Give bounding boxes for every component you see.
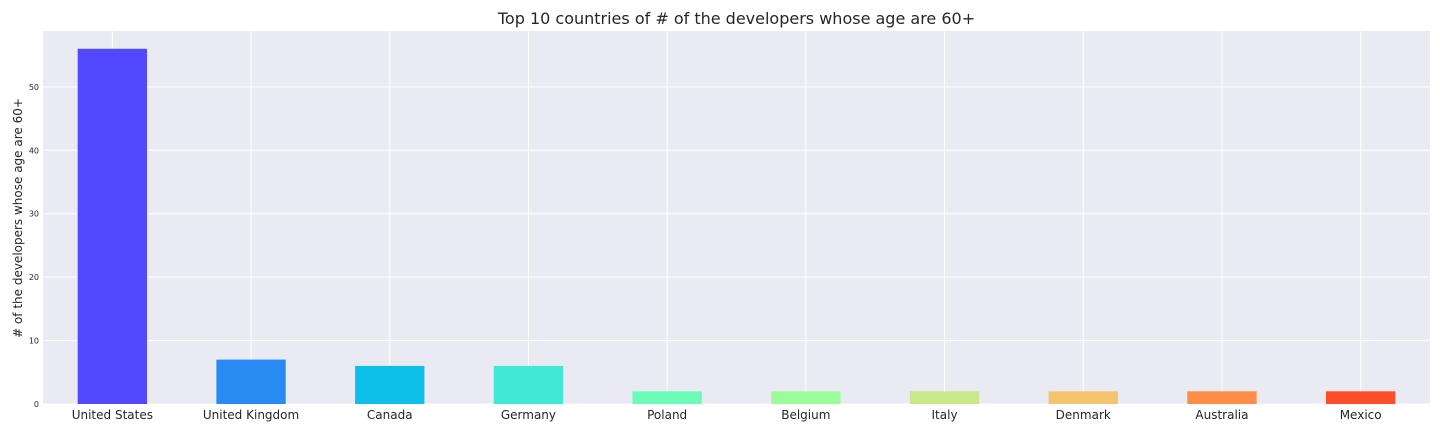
bar (77, 48, 148, 405)
bar (216, 359, 286, 404)
bar (355, 365, 425, 404)
bar (493, 365, 564, 404)
bar (1187, 391, 1257, 404)
y-tick-label: 20 (29, 273, 39, 282)
x-tick-label: Australia (1195, 408, 1248, 422)
y-tick-label: 0 (34, 400, 39, 409)
x-tick-label: Mexico (1340, 408, 1382, 422)
bar (909, 391, 980, 404)
bar (1325, 391, 1396, 404)
bar (771, 391, 841, 404)
bar (632, 391, 702, 404)
y-tick-label: 40 (29, 146, 39, 155)
bar (1048, 391, 1118, 404)
plot-background (43, 31, 1430, 404)
x-tick-label: United Kingdom (203, 408, 299, 422)
y-tick-label: 30 (29, 210, 39, 219)
x-tick-label: Italy (932, 408, 958, 422)
x-tick-label: Poland (647, 408, 687, 422)
x-tick-label: United States (72, 408, 153, 422)
y-tick-label: 10 (29, 337, 39, 346)
x-tick-label: Belgium (781, 408, 830, 422)
x-tick-label: Denmark (1056, 408, 1111, 422)
y-tick-label: 50 (29, 83, 39, 92)
chart-title: Top 10 countries of # of the developers … (497, 9, 976, 28)
x-tick-label: Germany (501, 408, 556, 422)
x-tick-label: Canada (367, 408, 413, 422)
